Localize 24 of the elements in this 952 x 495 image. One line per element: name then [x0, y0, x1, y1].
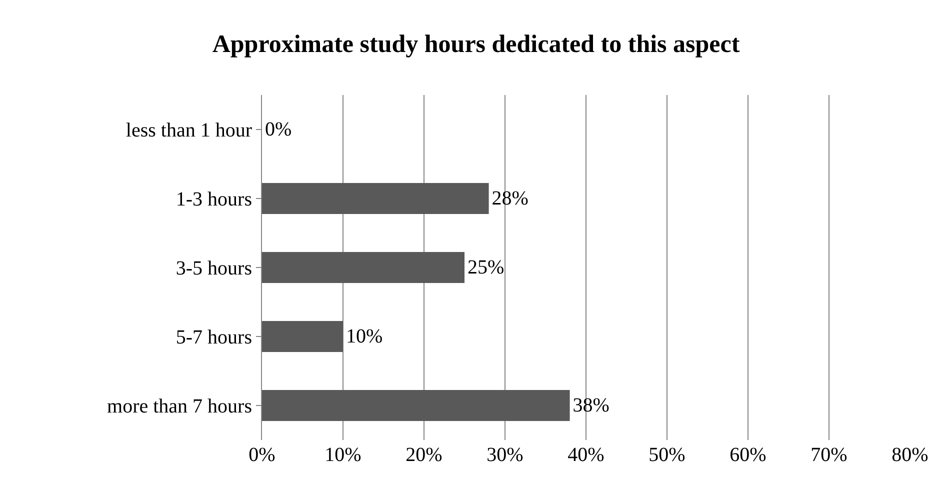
bar: [262, 390, 570, 422]
data-label: 10%: [346, 326, 383, 348]
x-tick-label: 80%: [892, 444, 928, 466]
data-label: 28%: [492, 188, 528, 210]
x-tick-label: 50%: [648, 444, 686, 466]
y-tick-label: 5-7 hours: [176, 326, 252, 348]
x-tick-label: 70%: [810, 444, 848, 466]
data-label: 0%: [265, 118, 292, 141]
y-tick-label: more than 7 hours: [107, 396, 252, 418]
y-tick-label: 1-3 hours: [176, 188, 252, 210]
data-label: 38%: [572, 394, 610, 416]
x-tick-label: 10%: [324, 444, 362, 466]
x-tick-label: 30%: [486, 444, 524, 466]
x-tick-label: 40%: [568, 444, 604, 466]
x-tick-label: 0%: [248, 444, 276, 466]
chart-title: Approximate study hours dedicated to this aspect: [212, 31, 740, 58]
bar: [262, 252, 464, 284]
bar: [262, 182, 489, 214]
y-tick-label: less than 1 hour: [126, 120, 252, 142]
x-tick-label: 60%: [730, 444, 766, 466]
bar: [262, 320, 343, 352]
y-tick-label: 3-5 hours: [176, 258, 252, 280]
x-tick-label: 20%: [406, 444, 442, 466]
data-label: 25%: [468, 256, 504, 279]
